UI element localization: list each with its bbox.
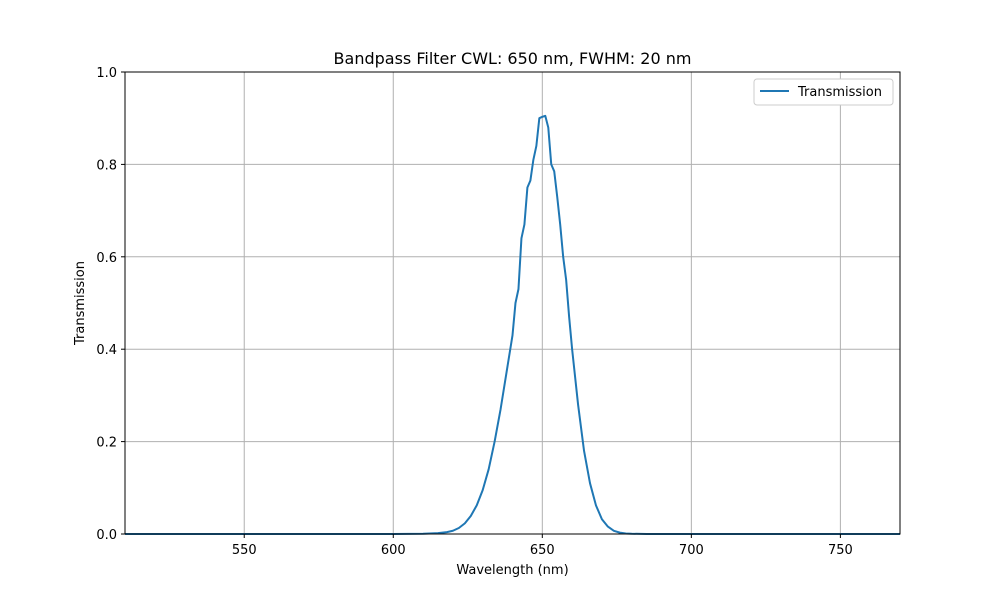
legend-box <box>753 78 894 106</box>
series-line-transmission <box>125 114 900 535</box>
y-tick-label: 0.4 <box>96 343 117 358</box>
plot-frame <box>124 71 901 535</box>
axis-ticks: 550 600 650 700 750 0.0 0.2 0.4 0.6 0.8 1.0 <box>96 66 852 558</box>
chart-title: Bandpass Filter CWL: 650 nm, FWHM: 20 nm <box>334 49 692 68</box>
x-tick-label: 750 <box>828 543 853 558</box>
x-tick-label: 650 <box>530 543 555 558</box>
x-tick-label: 700 <box>679 543 704 558</box>
y-tick-label: 0.2 <box>96 436 117 451</box>
y-tick-label: 1.0 <box>96 66 117 81</box>
x-axis-label: Wavelength (nm) <box>456 563 568 578</box>
series-lines <box>125 114 900 535</box>
x-tick-label: 600 <box>381 543 406 558</box>
legend: Transmission <box>753 78 894 106</box>
y-axis-label: Transmission <box>73 261 88 346</box>
plot-area <box>125 72 900 534</box>
legend-label-transmission: Transmission <box>797 85 882 100</box>
x-tick-label: 550 <box>232 543 257 558</box>
y-tick-label: 0.8 <box>96 158 117 173</box>
y-tick-label: 0.0 <box>96 528 117 543</box>
y-tick-label: 0.6 <box>96 251 117 266</box>
